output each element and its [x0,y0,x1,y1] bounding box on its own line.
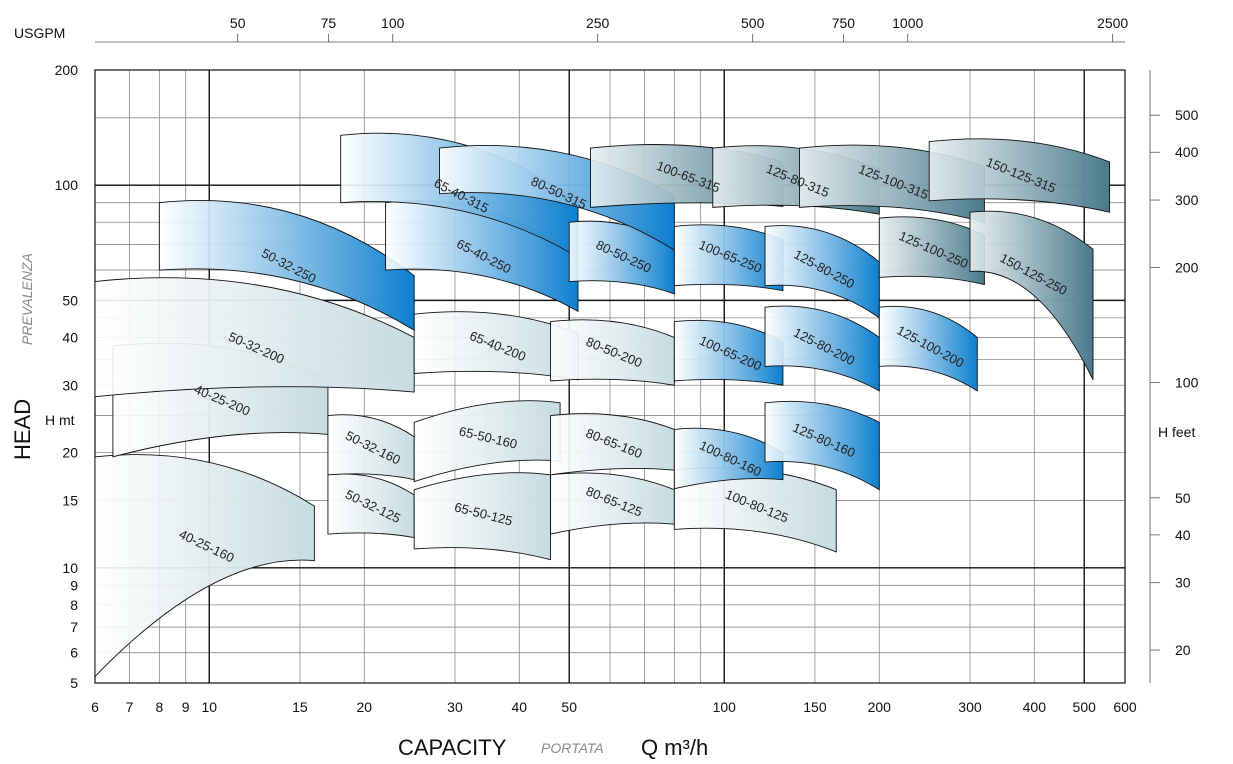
y-tick-label: 30 [62,377,78,393]
y-tick-label: 200 [55,62,79,78]
curve-150-125-250 [969,210,1094,381]
x-tick-label: 200 [868,699,892,715]
y-tick-label: 5 [70,675,78,691]
y-tick-label: 40 [62,329,78,345]
y-tick-label: 9 [70,577,78,593]
right-tick-label: 400 [1175,144,1199,160]
axes: 6 7 8 9 10 15 20 30 40 50 100 150 200 300 400 500 600567… [55,15,1199,715]
x-tick-label: 400 [1023,699,1047,715]
x-tick-label: 50 [561,699,577,715]
x-axis-unit: Q m³/h [641,735,708,760]
y-axis-title: HEAD [10,399,35,460]
x-tick-label: 6 [91,699,99,715]
curve-125-100-250 [878,216,985,286]
right-tick-label: 40 [1175,527,1191,543]
x-tick-label: 7 [126,699,134,715]
x-tick-label: 600 [1113,699,1137,715]
right-tick-label: 20 [1175,642,1191,658]
curve-150-125-315 [928,138,1111,213]
y-tick-label: 20 [62,445,78,461]
top-tick-label: 250 [586,15,610,31]
x-tick-label: 10 [201,699,217,715]
y-axis-subtitle: PREVALENZA [19,253,35,345]
x-tick-label: 15 [292,699,308,715]
curve-100-65-250 [673,224,784,292]
y2-axis-unit: H feet [1158,424,1195,440]
top-axis-label: USGPM [14,25,65,41]
x-tick-label: 100 [713,699,737,715]
x-axis-subtitle: PORTATA [541,740,604,756]
y-tick-label: 15 [62,492,78,508]
right-tick-label: 100 [1175,375,1199,391]
y-tick-label: 8 [70,597,78,613]
top-tick-label: 100 [381,15,405,31]
y-tick-label: 100 [55,177,79,193]
y-tick-label: 10 [62,560,78,576]
top-tick-label: 50 [230,15,246,31]
right-tick-label: 200 [1175,259,1199,275]
y-axis-unit: H mt [45,412,75,428]
x-tick-label: 9 [182,699,190,715]
x-tick-label: 20 [356,699,372,715]
x-tick-label: 500 [1073,699,1097,715]
right-tick-label: 500 [1175,107,1199,123]
curve-125-100-200 [878,305,978,392]
right-tick-label: 300 [1175,192,1199,208]
y-tick-label: 50 [62,292,78,308]
x-tick-label: 40 [512,699,528,715]
y-tick-label: 7 [70,619,78,635]
curve-80-50-250 [568,220,675,295]
curve-125-80-160 [764,400,880,491]
curve-100-80-160 [673,427,784,490]
x-axis-title: CAPACITY [398,735,507,760]
right-tick-label: 50 [1175,490,1191,506]
top-tick-label: 75 [321,15,337,31]
x-tick-label: 30 [447,699,463,715]
top-tick-label: 500 [741,15,765,31]
curve-65-50-125 [413,472,552,561]
x-tick-label: 150 [803,699,827,715]
pump-curves [94,132,1111,678]
x-tick-label: 300 [958,699,982,715]
top-tick-label: 750 [832,15,856,31]
right-tick-label: 30 [1175,575,1191,591]
y-tick-label: 6 [70,645,78,661]
curve-80-50-200 [550,319,675,386]
x-tick-label: 8 [155,699,163,715]
curve-40-25-160 [94,454,315,678]
top-tick-label: 2500 [1097,15,1128,31]
top-tick-label: 1000 [892,15,923,31]
curve-100-65-200 [673,319,784,386]
